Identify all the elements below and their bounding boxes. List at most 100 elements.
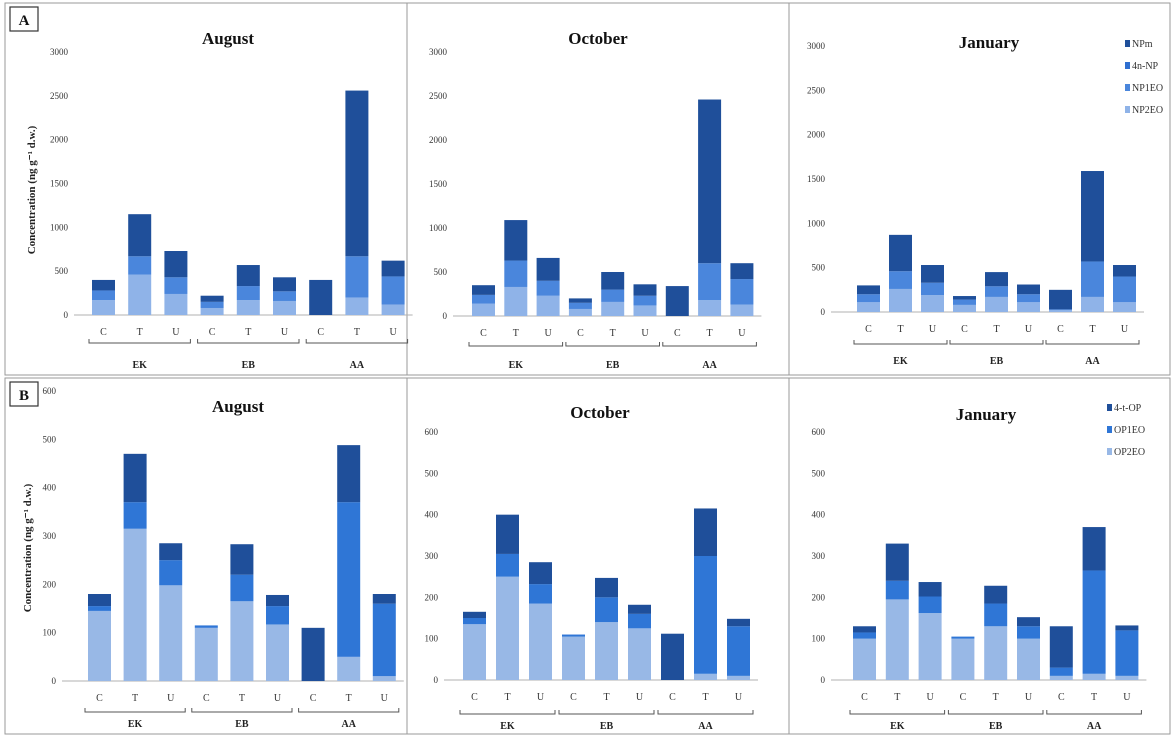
y-tick-label: 2500 [807, 85, 826, 95]
y-tick-label: 0 [443, 311, 448, 321]
legend-swatch [1125, 40, 1130, 47]
bar-segment-np1eo [953, 299, 976, 305]
x-tick-label: C [577, 328, 584, 339]
group-label: EK [509, 360, 524, 371]
x-tick-label: T [1089, 324, 1095, 335]
x-tick-label: T [245, 327, 251, 338]
x-tick-label: C [317, 327, 324, 338]
group-bracket [191, 708, 293, 713]
bar-segment-op1eo [628, 613, 651, 629]
bar-segment-np1eo [1081, 261, 1104, 297]
bar-segment-npm [1113, 265, 1136, 277]
bar-segment-op2eo [853, 638, 876, 680]
legend-swatch [1107, 404, 1112, 411]
bar-segment-np1eo [200, 301, 224, 308]
bar-segment-npm [236, 265, 260, 287]
y-tick-label: 500 [43, 434, 57, 444]
chart-a-october: October 0 500 1000 1500 2000 2500 3000 C T U C T U C T U… [429, 29, 762, 371]
y-axis-label-a: Concentration (ng g⁻¹ d.w.) [26, 125, 38, 254]
x-tick-label: C [480, 328, 487, 339]
x-tick-label: U [544, 328, 552, 339]
bar-segment-op1eo [885, 580, 909, 600]
bar-segment-np2eo [536, 295, 560, 316]
group-label: AA [1087, 721, 1102, 732]
bar-segment-op1eo [1082, 570, 1106, 674]
group-bracket [1046, 710, 1142, 715]
x-tick-label: C [96, 693, 103, 704]
y-tick-label: 500 [425, 468, 439, 478]
chart-title: August [202, 29, 254, 48]
bar-segment-npm [698, 99, 722, 264]
bar-segment-np2eo [1049, 310, 1072, 312]
bar-segment-op2eo [1049, 675, 1073, 680]
panel-label-b-text: B [19, 388, 29, 404]
group-bracket [565, 342, 660, 347]
legend-swatch [1125, 62, 1130, 69]
bar-segment-np2eo [857, 302, 880, 312]
group-label: AA [698, 721, 713, 732]
border-a-october [406, 2, 790, 376]
y-tick-label: 300 [43, 531, 57, 541]
group-label: EB [990, 356, 1004, 367]
legend-swatch [1125, 106, 1130, 113]
bar-segment-4-t-op [88, 594, 111, 607]
bar-segment-4-t-op [1049, 626, 1073, 668]
bar-segment-np1eo [1113, 276, 1136, 303]
bar-segment-4-t-op [496, 514, 519, 554]
group-label: AA [1085, 356, 1100, 367]
bar-segment-npm [985, 272, 1008, 287]
bar-segment-4-t-op [885, 543, 909, 581]
bar-segment-np2eo [568, 308, 592, 316]
bar-segment-op1eo [529, 584, 552, 604]
x-tick-label: U [738, 328, 746, 339]
bar-segment-4-t-op [372, 594, 396, 604]
bar-segment-op1eo [159, 560, 183, 586]
bar-segment-np1eo [633, 295, 657, 306]
y-tick-label: 400 [43, 483, 57, 493]
bar-segment-np1eo [730, 279, 754, 305]
group-label: EK [500, 721, 515, 732]
bar-segment-npm [164, 251, 188, 278]
group-bracket [468, 342, 564, 347]
group-label: AA [350, 360, 365, 371]
bar-segment-np1eo [536, 280, 560, 296]
y-tick-label: 100 [812, 634, 826, 644]
bar-segment-op1eo [1017, 626, 1040, 639]
x-tick-label: T [132, 693, 138, 704]
x-tick-label: U [537, 692, 545, 703]
x-tick-label: U [389, 327, 397, 338]
bar-segment-4-t-op [301, 627, 325, 681]
chart-b-august: August 0 100 200 300 400 500 600 C T U C T U C T U EK EB AA [43, 386, 404, 730]
chart-b-october: October 0 100 200 300 400 500 600 C T U C T U C T U EK EB A… [425, 403, 758, 732]
bar-segment-op1eo [496, 553, 519, 577]
bar-segment-np1eo [698, 263, 722, 301]
bar-segment-op2eo [194, 627, 218, 681]
y-tick-label: 2000 [429, 135, 448, 145]
bar-segment-np1eo [921, 282, 944, 296]
bar-segment-np1eo [236, 286, 260, 301]
x-tick-label: T [702, 692, 708, 703]
group-label: EB [989, 721, 1003, 732]
group-bracket [84, 708, 186, 713]
legend-label: NP2EO [1132, 105, 1163, 116]
bar-segment-np2eo [1113, 302, 1136, 312]
x-tick-label: C [570, 692, 577, 703]
group-bracket [305, 339, 409, 344]
bar-segment-op1eo [694, 556, 717, 674]
bar-segment-npm [568, 298, 592, 303]
bar-segment-npm [200, 295, 224, 302]
x-tick-label: C [1057, 324, 1064, 335]
y-tick-label: 500 [812, 263, 826, 273]
chart-title: January [956, 405, 1017, 424]
y-tick-label: 300 [425, 551, 439, 561]
bar-segment-op1eo [951, 636, 975, 639]
x-tick-label: U [641, 328, 649, 339]
bar-segment-op1eo [853, 632, 876, 639]
bar-segment-npm [601, 272, 625, 290]
bar-segment-npm [633, 284, 657, 296]
bar-segment-4-t-op [984, 585, 1008, 604]
x-tick-label: T [894, 692, 900, 703]
chart-title: October [570, 403, 630, 422]
group-label: EB [242, 360, 256, 371]
